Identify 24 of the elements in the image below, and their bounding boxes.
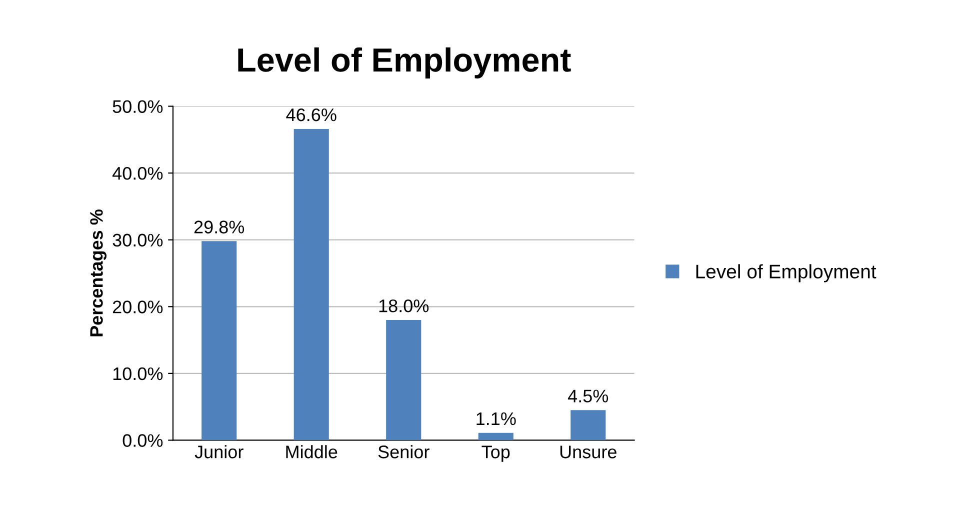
x-tick-label: Senior [378,445,430,458]
bar [294,128,329,440]
data-label: 1.1% [476,412,516,426]
bar [570,410,606,440]
data-label: 18.0% [379,299,429,312]
x-tick-label: Middle [286,445,338,458]
data-label: 46.6% [286,108,336,122]
y-axis-title: Percentages % [90,209,107,336]
y-tick-label: 40.0% [112,166,163,180]
data-label: 29.8% [194,220,244,234]
y-tick-label: 0.0% [122,434,163,447]
y-tick-label: 30.0% [112,234,163,247]
x-tick-label: Top [482,446,510,462]
legend-label: Level of Employment [696,264,876,282]
bar [386,320,422,440]
y-tick-label: 20.0% [112,300,163,314]
y-tick-label: 10.0% [113,367,163,380]
bar [478,432,514,440]
x-tick-label: Unsure [560,446,616,458]
x-tick-label: Junior [194,445,244,458]
data-label: 4.5% [568,390,608,402]
y-tick-label: 50.0% [112,100,163,113]
chart-title: Level of Employment [238,47,571,78]
bar [202,241,237,440]
